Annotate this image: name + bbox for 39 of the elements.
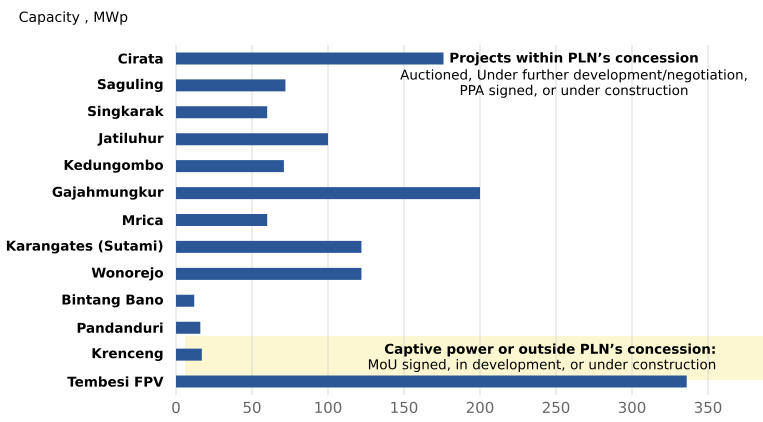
x-axis-title: Capacity , MWp [20,11,128,25]
x-tick-label: 350 [694,402,722,414]
bar [176,187,480,200]
y-tick-label: Krenceng [92,348,162,361]
bar [176,348,202,361]
x-tick-label: 250 [542,402,570,414]
bar [176,79,286,92]
y-tick-label: Karangates (Sutami) [6,240,162,254]
bar [176,133,328,146]
bar [176,214,268,226]
bar [176,52,444,64]
y-tick-label: Mrica [123,214,163,226]
y-tick-label: Jatiluhur [98,132,164,146]
y-tick-label: Tembesi FPV [67,376,164,387]
bar [176,294,194,307]
bar [176,268,362,280]
bar [176,376,687,388]
bar [176,322,200,334]
y-tick-label: Singkarak [88,106,164,119]
x-tick-label: 100 [315,402,342,414]
annotation: MoU signed, in development, or under construction [368,358,716,372]
annotation: Captive power or outside PLN’s concession: [384,343,715,357]
bar [176,160,284,172]
y-tick-label: Gajahmungkur [52,186,164,200]
y-tick-label: Kedungombo [64,160,164,173]
y-tick-label: Pandanduri [78,322,162,333]
bar [176,106,268,118]
y-tick-label: Wonorejo [92,267,164,280]
x-tick-label: 0 [172,402,180,414]
annotation: Auctioned, Under further development/negotiation, PPA signed, or under construction [400,69,747,98]
x-tick-label: 300 [618,402,646,414]
x-tick-label: 150 [391,402,418,414]
y-tick-label: Cirata [118,53,163,64]
bar [176,240,362,253]
x-tick-label: 200 [466,402,494,414]
y-tick-label: Saguling [98,78,162,92]
y-tick-label: Bintang Bano [62,294,164,308]
x-tick-label: 50 [244,402,261,414]
annotation: Projects within PLN’s concession [450,52,698,66]
